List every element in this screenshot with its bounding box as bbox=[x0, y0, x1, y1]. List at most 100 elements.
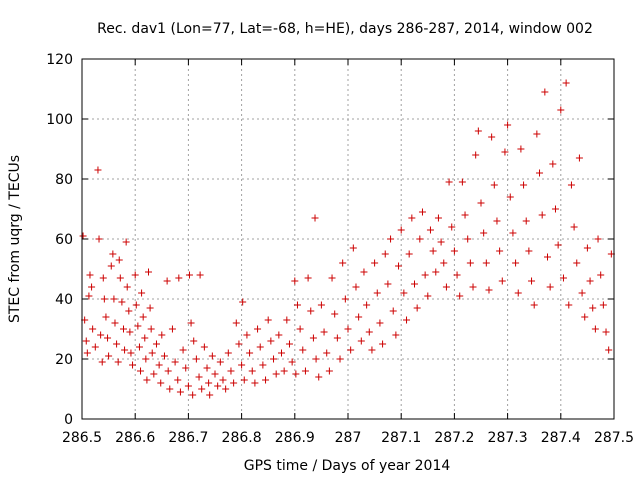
x-tick-label: 287.2 bbox=[434, 430, 474, 446]
data-point bbox=[137, 367, 145, 375]
data-point bbox=[583, 244, 591, 252]
data-point bbox=[195, 373, 203, 381]
data-point bbox=[141, 334, 149, 342]
data-point bbox=[573, 259, 581, 267]
data-point bbox=[179, 346, 187, 354]
data-point bbox=[283, 316, 291, 324]
data-point bbox=[113, 340, 121, 348]
data-point bbox=[147, 325, 155, 333]
y-tick-label: 80 bbox=[55, 172, 73, 188]
data-point bbox=[437, 238, 445, 246]
data-point bbox=[114, 358, 122, 366]
data-point bbox=[248, 367, 256, 375]
data-point bbox=[102, 313, 110, 321]
data-point bbox=[296, 325, 304, 333]
data-point bbox=[270, 355, 278, 363]
data-point bbox=[533, 130, 541, 138]
data-point bbox=[392, 331, 400, 339]
data-point bbox=[196, 271, 204, 279]
data-point bbox=[461, 211, 469, 219]
y-axis-label: STEC from uqrg / TECUs bbox=[7, 155, 23, 323]
data-point bbox=[599, 301, 607, 309]
data-point bbox=[536, 169, 544, 177]
data-point bbox=[152, 340, 160, 348]
data-point bbox=[333, 334, 341, 342]
data-point bbox=[498, 277, 506, 285]
scatter-points bbox=[79, 79, 615, 399]
data-point bbox=[127, 349, 135, 357]
data-point bbox=[381, 250, 389, 258]
data-point bbox=[538, 211, 546, 219]
data-point bbox=[426, 226, 434, 234]
data-point bbox=[285, 340, 293, 348]
data-point bbox=[546, 283, 554, 291]
data-point bbox=[309, 334, 317, 342]
data-point bbox=[288, 358, 296, 366]
data-point bbox=[155, 361, 163, 369]
data-point bbox=[565, 301, 573, 309]
data-point bbox=[259, 361, 267, 369]
data-point bbox=[118, 298, 126, 306]
data-point bbox=[512, 259, 520, 267]
data-point bbox=[86, 271, 94, 279]
data-point bbox=[98, 358, 106, 366]
data-point bbox=[559, 274, 567, 282]
data-point bbox=[530, 301, 538, 309]
data-point bbox=[355, 313, 363, 321]
data-point bbox=[400, 289, 408, 297]
data-point bbox=[299, 346, 307, 354]
data-point bbox=[315, 373, 323, 381]
data-point bbox=[95, 235, 103, 243]
data-point bbox=[184, 382, 192, 390]
data-point bbox=[317, 301, 325, 309]
data-point bbox=[488, 133, 496, 141]
data-point bbox=[304, 274, 312, 282]
data-point bbox=[111, 319, 119, 327]
data-point bbox=[477, 199, 485, 207]
x-tick-label: 286.7 bbox=[168, 430, 208, 446]
data-point bbox=[115, 256, 123, 264]
data-point bbox=[339, 259, 347, 267]
data-point bbox=[602, 328, 610, 336]
data-point bbox=[192, 355, 200, 363]
data-point bbox=[131, 271, 139, 279]
data-point bbox=[89, 325, 97, 333]
data-point bbox=[312, 355, 320, 363]
data-point bbox=[219, 376, 227, 384]
data-point bbox=[171, 358, 179, 366]
data-point bbox=[551, 205, 559, 213]
data-point bbox=[166, 385, 174, 393]
data-point bbox=[200, 343, 208, 351]
data-point bbox=[222, 385, 230, 393]
data-point bbox=[119, 325, 127, 333]
data-point bbox=[185, 271, 193, 279]
data-point bbox=[176, 388, 184, 396]
x-tick-label: 286.9 bbox=[275, 430, 315, 446]
data-point bbox=[445, 178, 453, 186]
data-point bbox=[464, 235, 472, 243]
data-point bbox=[122, 238, 130, 246]
data-point bbox=[450, 247, 458, 255]
data-point bbox=[85, 292, 93, 300]
data-point bbox=[589, 304, 597, 312]
data-point bbox=[291, 277, 299, 285]
data-point bbox=[341, 295, 349, 303]
data-point bbox=[365, 328, 373, 336]
y-tick-label: 100 bbox=[46, 112, 73, 128]
data-point bbox=[347, 346, 355, 354]
data-point bbox=[216, 358, 224, 366]
data-point bbox=[235, 340, 243, 348]
data-point bbox=[424, 292, 432, 300]
x-axis-label: GPS time / Days of year 2014 bbox=[244, 458, 451, 474]
data-point bbox=[567, 181, 575, 189]
data-point bbox=[203, 364, 211, 372]
data-point bbox=[158, 331, 166, 339]
data-point bbox=[187, 319, 195, 327]
data-point bbox=[456, 292, 464, 300]
y-tick-label: 120 bbox=[46, 52, 73, 68]
data-point bbox=[472, 151, 480, 159]
data-point bbox=[267, 337, 275, 345]
y-tick-label: 20 bbox=[55, 352, 73, 368]
data-point bbox=[474, 127, 482, 135]
data-point bbox=[278, 349, 285, 357]
